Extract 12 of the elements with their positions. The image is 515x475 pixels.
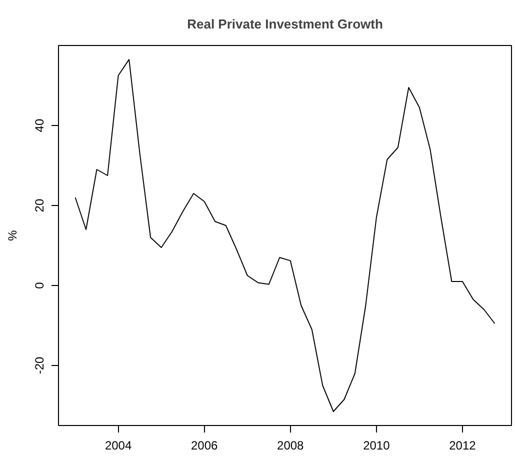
y-tick-label: 40 [32, 118, 46, 132]
y-tick-label: 0 [32, 282, 46, 289]
y-tick-label: -20 [32, 356, 46, 374]
y-tick-label: 20 [32, 198, 46, 212]
y-axis-title: % [6, 230, 20, 241]
x-tick-label: 2010 [363, 438, 390, 452]
x-tick-label: 2006 [190, 438, 218, 452]
x-tick-label: 2004 [104, 438, 132, 452]
x-tick-label: 2008 [277, 438, 304, 452]
x-tick-label: 2012 [449, 438, 476, 452]
chart-title: Real Private Investment Growth [187, 16, 383, 32]
line-series [74, 59, 496, 412]
